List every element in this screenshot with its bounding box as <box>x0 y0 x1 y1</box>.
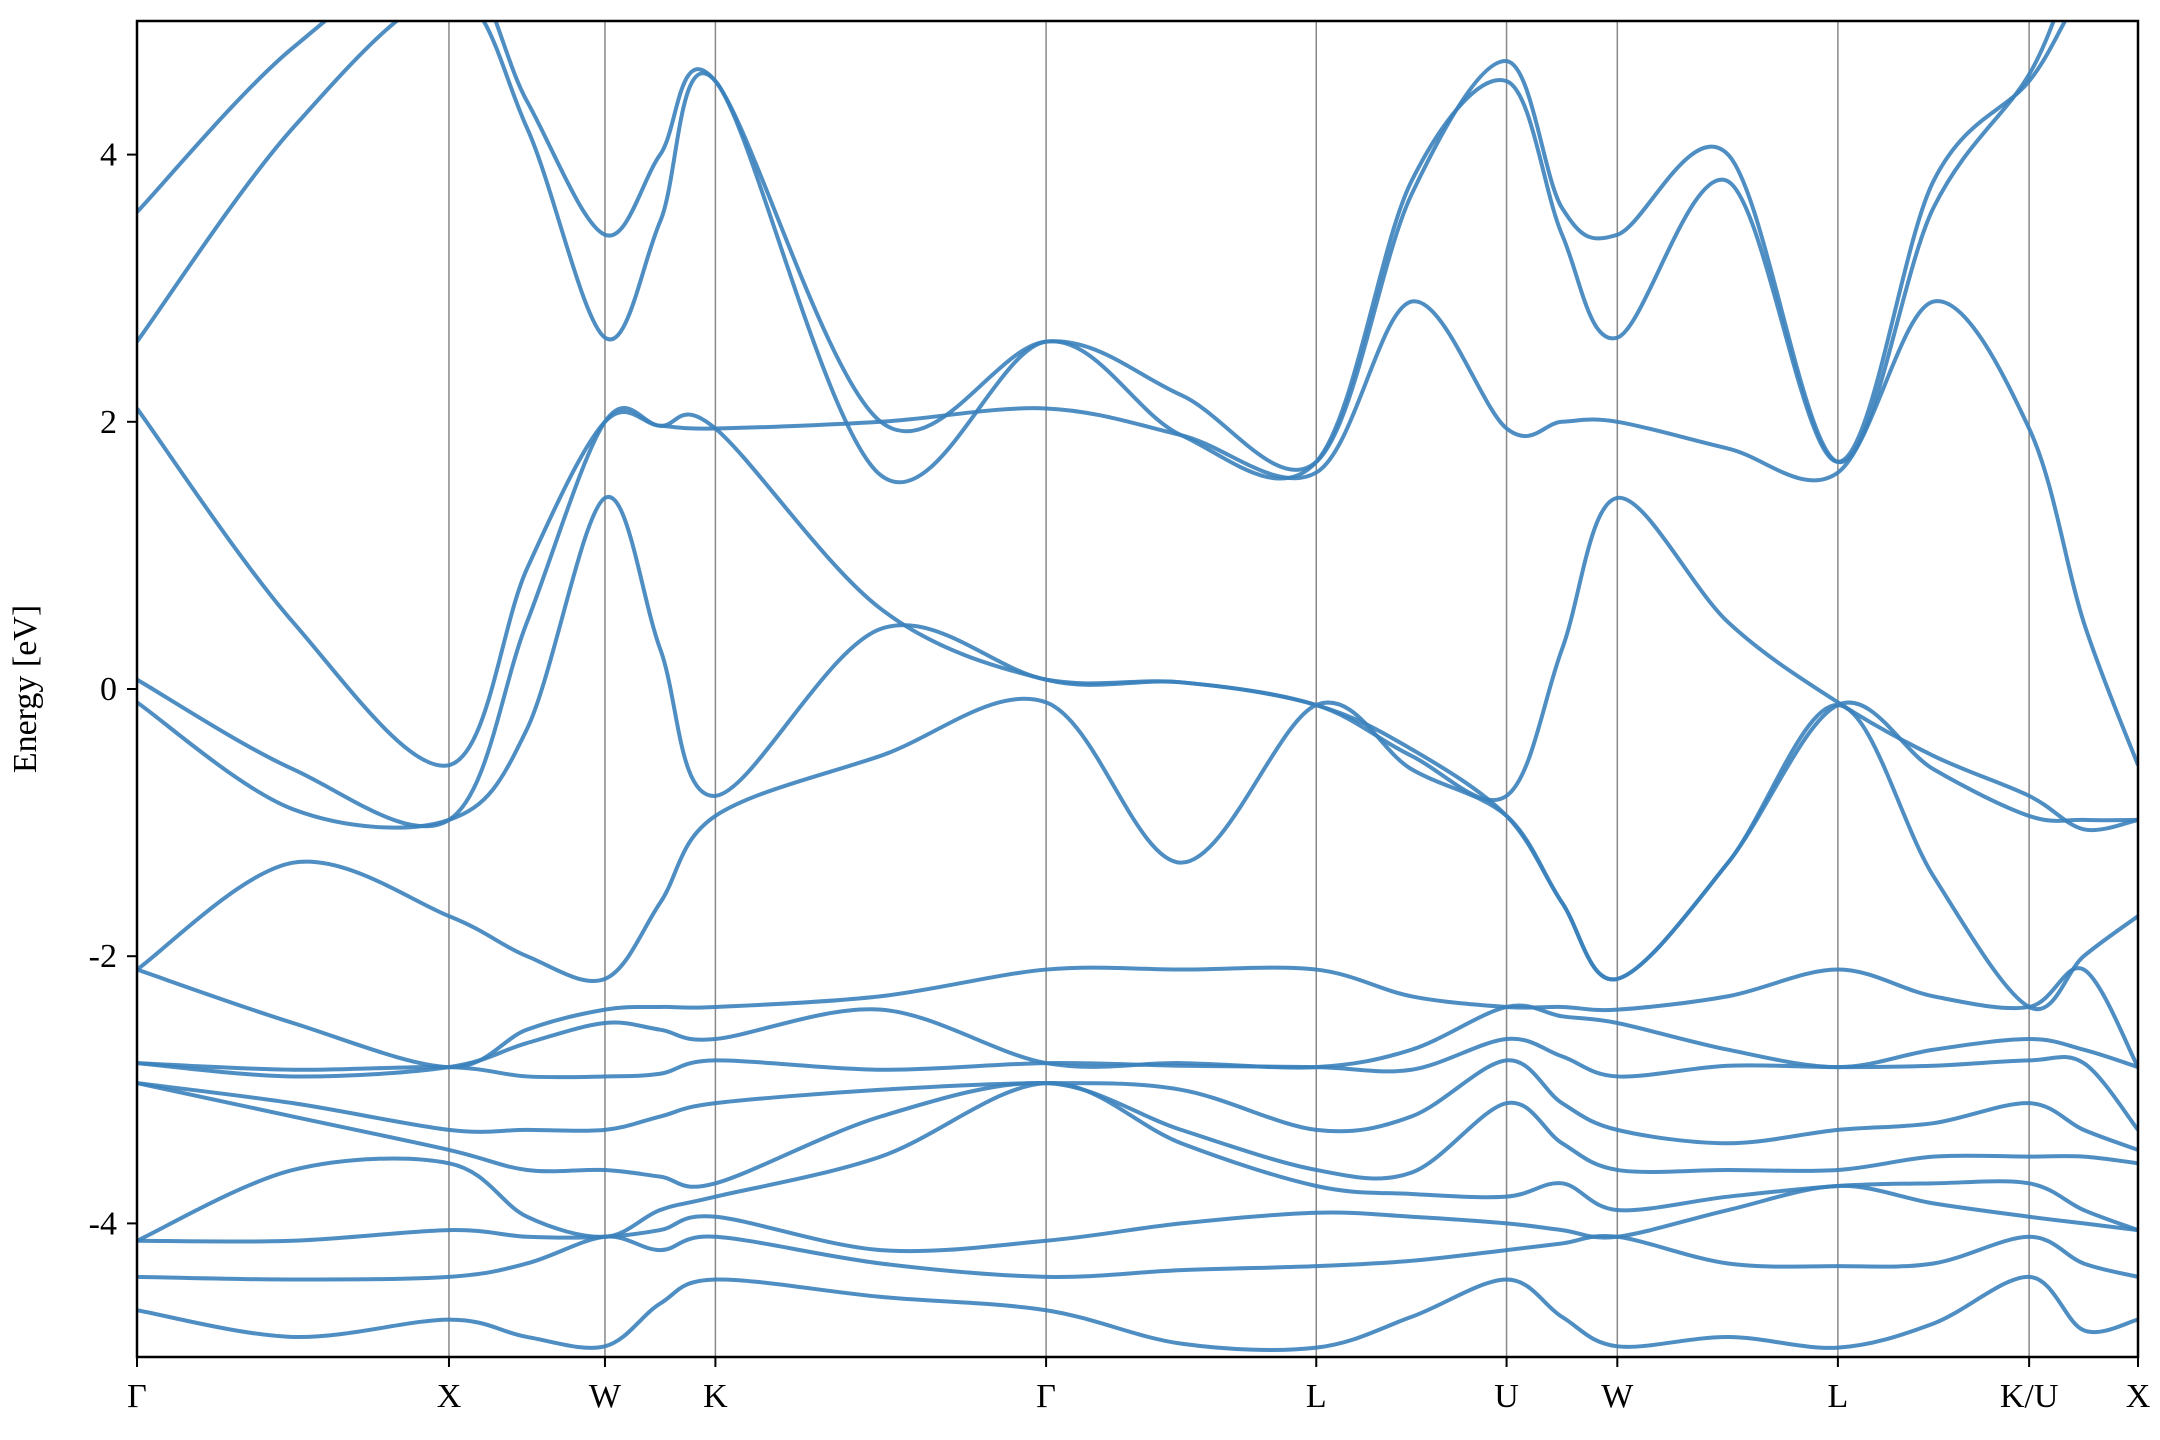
band-line <box>137 965 2138 1070</box>
x-tick-label: Γ <box>127 1378 147 1415</box>
band-line <box>137 21 2056 472</box>
band-line <box>137 1081 2138 1243</box>
band-line <box>137 1274 2138 1352</box>
x-tick-label: Γ <box>1036 1378 1056 1415</box>
y-tick-label: 0 <box>100 671 117 708</box>
x-tick-label: X <box>2126 1378 2151 1415</box>
band-line <box>137 1003 2138 1079</box>
y-axis-label: Energy [eV] <box>7 605 44 773</box>
band-line <box>137 1058 2138 1152</box>
x-tick-label: K <box>703 1378 728 1415</box>
y-tick-label: -4 <box>89 1205 117 1242</box>
x-tick-label: L <box>1306 1378 1327 1415</box>
band-line <box>137 1233 2138 1282</box>
x-tick-label: W <box>589 1378 622 1415</box>
band-line <box>137 299 2138 768</box>
bands <box>137 21 2138 1352</box>
x-tick-label: L <box>1827 1378 1848 1415</box>
y-tick-label: -2 <box>89 938 117 975</box>
x-tick-label: K/U <box>2000 1378 2059 1415</box>
plot-frame <box>135 19 2140 1359</box>
x-tick-label: W <box>1601 1378 1634 1415</box>
x-tick-label: X <box>437 1378 462 1415</box>
y-tick-label: 2 <box>100 404 117 441</box>
band-line <box>137 696 2138 1012</box>
x-tick-label: U <box>1494 1378 1519 1415</box>
band-line <box>137 406 2138 982</box>
y-tick-label: 4 <box>100 137 117 174</box>
band-line <box>137 1080 2138 1189</box>
